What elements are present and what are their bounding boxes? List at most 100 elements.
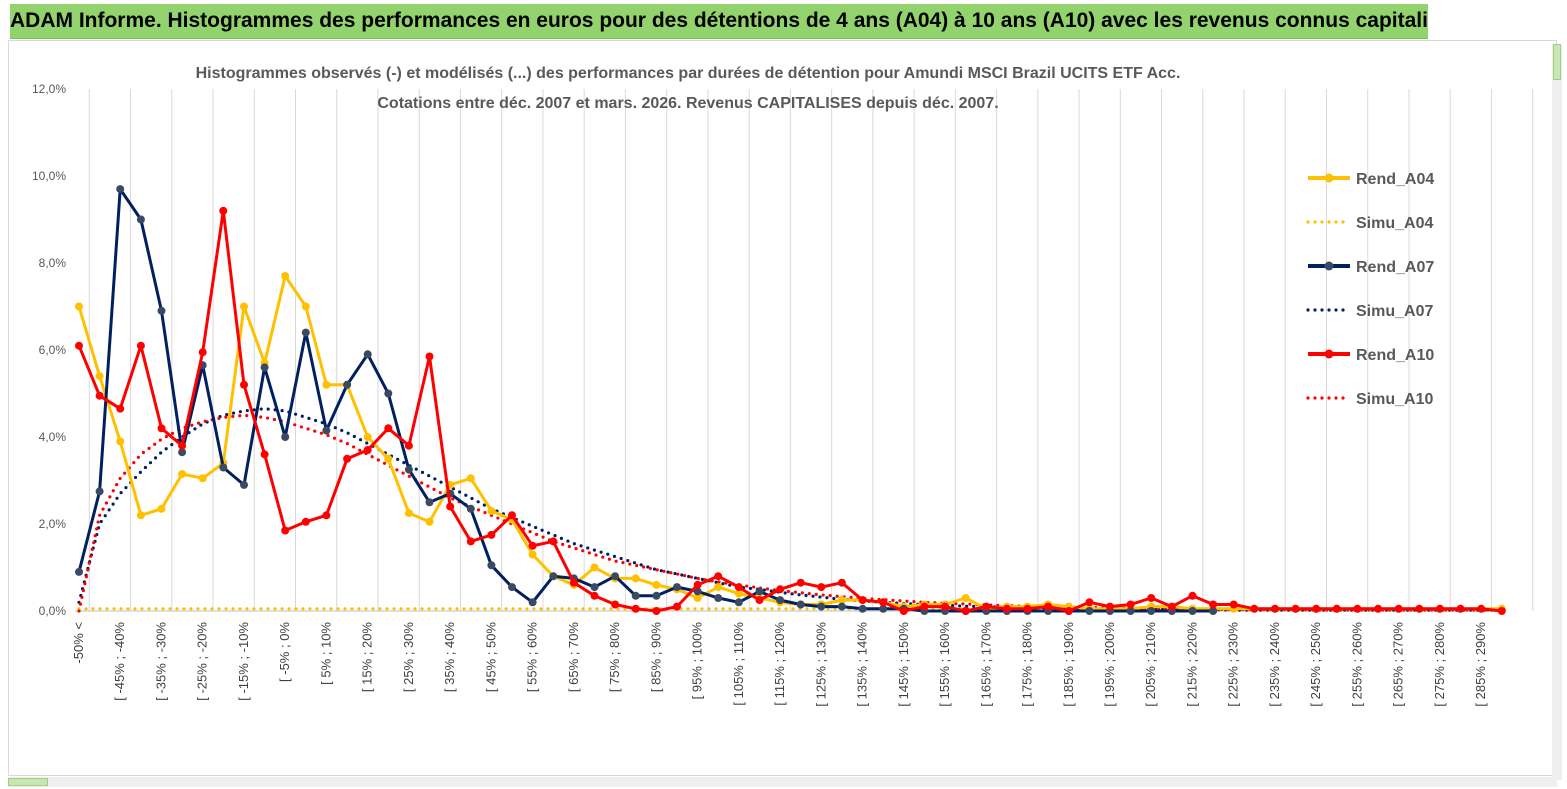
data-point bbox=[673, 602, 681, 611]
data-point bbox=[1023, 604, 1032, 613]
data-point bbox=[136, 215, 145, 224]
data-point bbox=[157, 306, 166, 315]
y-tick-label: 10,0% bbox=[32, 169, 66, 183]
data-point bbox=[363, 350, 372, 359]
series-rend-a10 bbox=[75, 206, 1506, 615]
data-point bbox=[528, 541, 537, 550]
data-point bbox=[322, 511, 331, 520]
horizontal-scrollbar[interactable] bbox=[8, 777, 1557, 787]
data-point bbox=[363, 446, 372, 454]
data-point bbox=[95, 372, 104, 381]
data-point bbox=[528, 598, 537, 607]
data-point bbox=[734, 589, 743, 598]
legend-label: Rend_A07 bbox=[1356, 259, 1434, 276]
data-point bbox=[260, 363, 269, 372]
data-point bbox=[652, 580, 661, 589]
data-point bbox=[1126, 607, 1135, 615]
data-point bbox=[549, 572, 558, 581]
x-tick-label: [ 135% ; 140% bbox=[855, 622, 870, 707]
data-point bbox=[569, 578, 578, 587]
data-point bbox=[1332, 604, 1341, 613]
x-tick-label: [ 165% ; 170% bbox=[978, 622, 993, 707]
legend-label: Rend_A04 bbox=[1356, 171, 1434, 188]
x-tick-label: [ 195% ; 200% bbox=[1102, 622, 1117, 707]
x-axis: -50% < [ -45% ; -40% [ -35% ; -30% [ -25% ;… bbox=[71, 622, 1488, 707]
legend-item-simu-a07: Simu_A07 bbox=[1306, 303, 1433, 320]
x-tick-label: [ -25% ; -20% bbox=[195, 622, 210, 701]
data-point bbox=[755, 587, 764, 596]
data-point bbox=[817, 583, 826, 592]
chart-title-line-2: Cotations entre déc. 2007 et mars. 2026.… bbox=[377, 95, 998, 112]
legend-label: Simu_A10 bbox=[1356, 391, 1433, 408]
data-point bbox=[136, 511, 145, 520]
chart-legend: Rend_A04 Simu_A04 Rend_A07 Simu_A07 Rend_A10… bbox=[1306, 171, 1434, 408]
x-tick-label: [ 5% ; 10% bbox=[318, 622, 333, 685]
data-point bbox=[508, 511, 516, 520]
data-point bbox=[590, 563, 599, 572]
data-point bbox=[384, 454, 393, 463]
data-point bbox=[322, 380, 331, 389]
x-tick-label: [ 225% ; 230% bbox=[1226, 622, 1241, 707]
data-point bbox=[858, 596, 867, 605]
data-point bbox=[796, 600, 805, 609]
x-tick-label: [ 215% ; 220% bbox=[1184, 622, 1199, 707]
series-line bbox=[77, 209, 1502, 613]
data-point bbox=[631, 591, 640, 600]
data-point bbox=[590, 583, 599, 592]
data-point bbox=[466, 537, 475, 546]
y-tick-label: 6,0% bbox=[39, 343, 67, 357]
legend-marker bbox=[1324, 349, 1334, 359]
data-point bbox=[301, 302, 310, 311]
data-point bbox=[136, 341, 145, 350]
y-tick-label: 12,0% bbox=[32, 82, 66, 96]
data-point bbox=[1415, 604, 1424, 613]
legend-marker bbox=[1324, 261, 1334, 271]
data-point bbox=[817, 602, 826, 611]
data-point bbox=[322, 426, 331, 435]
data-point bbox=[425, 498, 434, 507]
legend-item-rend-a10: Rend_A10 bbox=[1308, 347, 1434, 364]
data-point bbox=[776, 596, 785, 605]
data-point bbox=[343, 454, 352, 463]
data-point bbox=[1312, 604, 1321, 613]
data-point bbox=[240, 302, 248, 311]
data-point bbox=[1147, 594, 1156, 602]
data-point bbox=[693, 587, 702, 596]
data-point bbox=[466, 474, 475, 483]
x-tick-label: [ 105% ; 110% bbox=[731, 622, 746, 706]
data-point bbox=[1085, 598, 1094, 607]
data-point bbox=[75, 302, 83, 311]
data-point bbox=[693, 594, 702, 602]
data-point bbox=[549, 537, 558, 546]
data-point bbox=[425, 517, 434, 526]
data-point bbox=[281, 526, 290, 535]
legend-marker bbox=[1324, 173, 1334, 183]
x-tick-label: [ -5% ; 0% bbox=[277, 622, 292, 682]
x-tick-label: [ 85% ; 90% bbox=[648, 622, 663, 693]
data-point bbox=[1477, 604, 1486, 613]
data-point bbox=[714, 572, 723, 581]
data-point bbox=[1064, 607, 1073, 615]
data-point bbox=[879, 598, 888, 607]
data-point bbox=[961, 594, 970, 602]
data-point bbox=[404, 509, 413, 518]
data-point bbox=[1456, 604, 1465, 613]
data-point bbox=[281, 272, 290, 280]
legend-item-simu-a10: Simu_A10 bbox=[1306, 391, 1433, 408]
data-point bbox=[1209, 600, 1218, 609]
data-point bbox=[260, 450, 269, 459]
data-point bbox=[755, 596, 764, 605]
vertical-scrollbar[interactable] bbox=[1552, 44, 1562, 780]
x-tick-label: [ 255% ; 260% bbox=[1349, 622, 1364, 707]
legend-label: Simu_A07 bbox=[1356, 303, 1433, 320]
data-point bbox=[404, 441, 413, 450]
data-point bbox=[384, 424, 393, 433]
x-tick-label: [ -45% ; -40% bbox=[112, 622, 127, 701]
x-tick-label: [ 55% ; 60% bbox=[525, 622, 540, 693]
data-point bbox=[941, 602, 949, 611]
data-point bbox=[796, 578, 805, 587]
data-point bbox=[837, 602, 846, 611]
data-point bbox=[1374, 604, 1383, 613]
data-point bbox=[487, 530, 496, 539]
data-point bbox=[1106, 602, 1114, 611]
